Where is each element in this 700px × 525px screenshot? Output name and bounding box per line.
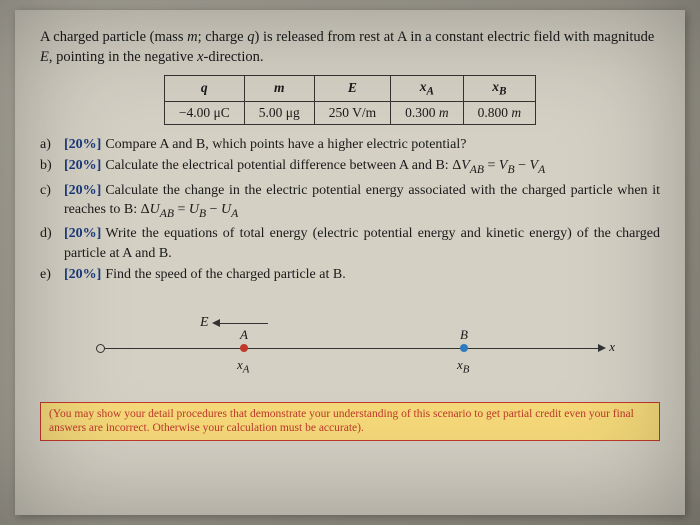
table-header-row: q m E xA xB	[164, 76, 535, 102]
e-vector-arrow	[218, 323, 268, 324]
grading-note: (You may show your detail procedures tha…	[40, 402, 660, 441]
problem-intro: A charged particle (mass m; charge q) is…	[40, 28, 660, 67]
val-q: −4.00 μC	[164, 101, 244, 124]
question-list: a) [20%]Compare A and B, which points ha…	[40, 135, 660, 285]
axis-x-label: x	[609, 339, 615, 355]
val-m: 5.00 μg	[244, 101, 314, 124]
label-B: B	[460, 327, 468, 343]
col-xB: xB	[463, 76, 536, 102]
field-diagram: E⃗ A xA B xB x	[40, 303, 660, 398]
x-axis	[100, 348, 600, 349]
axis-origin-icon	[96, 344, 105, 353]
col-q: q	[164, 76, 244, 102]
point-A	[240, 344, 248, 352]
label-xB: xB	[457, 357, 469, 376]
point-B	[460, 344, 468, 352]
val-E: 250 V/m	[314, 101, 390, 124]
question-e: e) [20%]Find the speed of the charged pa…	[40, 265, 660, 285]
col-m: m	[244, 76, 314, 102]
label-xA: xA	[237, 357, 249, 376]
parameter-table: q m E xA xB −4.00 μC 5.00 μg 250 V/m 0.3…	[164, 75, 536, 125]
worksheet-page: A charged particle (mass m; charge q) is…	[15, 10, 685, 515]
question-c: c) [20%]Calculate the change in the elec…	[40, 181, 660, 223]
question-b: b) [20%]Calculate the electrical potenti…	[40, 156, 660, 178]
question-a: a) [20%]Compare A and B, which points ha…	[40, 135, 660, 155]
col-xA: xA	[391, 76, 464, 102]
table-value-row: −4.00 μC 5.00 μg 250 V/m 0.300 m 0.800 m	[164, 101, 535, 124]
col-E: E	[314, 76, 390, 102]
label-A: A	[240, 327, 248, 343]
question-d: d) [20%]Write the equations of total ene…	[40, 224, 660, 263]
val-xB: 0.800 m	[463, 101, 536, 124]
val-xA: 0.300 m	[391, 101, 464, 124]
